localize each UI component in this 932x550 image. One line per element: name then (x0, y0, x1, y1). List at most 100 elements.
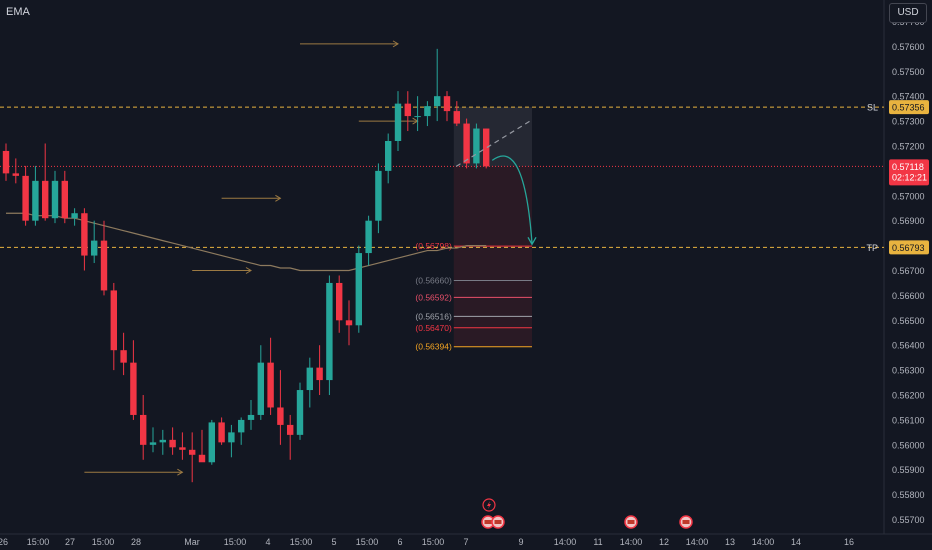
candle-body[interactable] (42, 180, 49, 219)
candle-body[interactable] (140, 414, 147, 445)
candle-body[interactable] (453, 111, 460, 124)
candle-body[interactable] (169, 439, 176, 448)
candle-body[interactable] (12, 173, 19, 176)
time-tick-label: 16 (844, 537, 854, 547)
price-tick-label: 0.56900 (892, 216, 925, 226)
candle-body[interactable] (100, 240, 108, 291)
fib-level-label: (0.56394) (415, 342, 452, 352)
time-tick-label: 27 (65, 537, 75, 547)
candle-body[interactable] (159, 439, 166, 443)
event-flag-glyph (627, 520, 635, 524)
candle-body[interactable] (2, 150, 10, 174)
time-tick-label: 26 (0, 537, 8, 547)
drawn-arrow-head (245, 267, 252, 274)
candle-body[interactable] (355, 253, 362, 326)
tp-price-tag (889, 240, 929, 255)
candle-body[interactable] (394, 103, 402, 141)
fib-level-label: (0.56660) (415, 275, 452, 285)
time-tick-label: 12 (659, 537, 669, 547)
price-tick-label: 0.55700 (892, 515, 925, 525)
time-tick-label: 11 (593, 537, 602, 547)
time-tick-label: 14:00 (620, 537, 643, 547)
currency-button[interactable]: USD (889, 3, 927, 23)
time-tick-label: 15:00 (92, 537, 115, 547)
candle-body[interactable] (336, 282, 343, 321)
price-tick-label: 0.57600 (892, 42, 925, 52)
candle-body[interactable] (189, 449, 196, 455)
candle-body[interactable] (208, 422, 215, 463)
candle-body[interactable] (365, 220, 372, 254)
fib-level-label: (0.56470) (415, 323, 452, 333)
candle-body[interactable] (32, 180, 39, 221)
candle-body[interactable] (228, 432, 235, 443)
candle-body[interactable] (120, 350, 127, 363)
candle-body[interactable] (238, 419, 245, 433)
candle-body[interactable] (483, 128, 490, 167)
candle-body[interactable] (71, 213, 78, 219)
candle-body[interactable] (463, 123, 470, 164)
candle-body[interactable] (424, 106, 431, 117)
price-tick-label: 0.56700 (892, 266, 925, 276)
candle-body[interactable] (277, 407, 284, 425)
candle-body[interactable] (149, 442, 157, 445)
candle-body[interactable] (110, 290, 117, 351)
candle-body[interactable] (198, 454, 206, 463)
time-tick-label: 6 (397, 537, 402, 547)
candle-body[interactable] (51, 180, 59, 219)
sl-price-tag (889, 100, 929, 115)
candle-body[interactable] (22, 175, 29, 221)
current-price-text: 0.57118 (892, 162, 924, 172)
candle-body[interactable] (130, 362, 137, 415)
candle-body[interactable] (91, 240, 98, 256)
candle-body[interactable] (267, 362, 274, 408)
price-tick-label: 0.57000 (892, 191, 925, 201)
event-flag-glyph (484, 520, 492, 524)
candle-body[interactable] (81, 213, 88, 256)
candle-body[interactable] (61, 180, 68, 219)
candle-body[interactable] (306, 367, 313, 391)
price-tick-label: 0.56200 (892, 391, 925, 401)
tp-label: TP (866, 243, 878, 253)
price-tick-label: 0.56300 (892, 366, 925, 376)
candle-body[interactable] (434, 96, 441, 107)
event-flag-glyph (494, 520, 502, 524)
candle-body[interactable] (257, 362, 264, 415)
indicator-label[interactable]: EMA (6, 6, 30, 18)
time-tick-label: 15:00 (290, 537, 313, 547)
target-curve-arrow (491, 155, 533, 244)
time-tick-label: 15:00 (356, 537, 379, 547)
candle-body[interactable] (218, 422, 225, 443)
fib-level-label: (0.56592) (415, 292, 452, 302)
candle-body[interactable] (345, 320, 353, 326)
candle-body[interactable] (247, 414, 255, 420)
candle-body[interactable] (473, 128, 480, 164)
candle-body[interactable] (443, 96, 451, 112)
price-tick-label: 0.57500 (892, 67, 925, 77)
price-tick-label: 0.57400 (892, 92, 925, 102)
time-tick-label: Mar (184, 537, 200, 547)
flash-glyph (487, 501, 491, 509)
price-tick-label: 0.56600 (892, 291, 925, 301)
ema-line (6, 212, 487, 272)
time-tick-label: 14:00 (686, 537, 709, 547)
candle-body[interactable] (385, 140, 392, 171)
candle-body[interactable] (316, 367, 323, 381)
candle-body[interactable] (414, 116, 421, 118)
time-tick-label: 28 (131, 537, 141, 547)
sl-price-tag-text: 0.57356 (892, 103, 925, 113)
candle-body[interactable] (404, 103, 411, 117)
event-flag-glyph (682, 520, 690, 524)
candle-body[interactable] (179, 447, 186, 450)
price-tick-label: 0.55800 (892, 490, 925, 500)
candle-body[interactable] (375, 170, 382, 221)
time-tick-label: 9 (518, 537, 523, 547)
time-tick-label: 4 (265, 537, 270, 547)
price-tick-label: 0.56500 (892, 316, 925, 326)
target-zone (453, 166, 532, 347)
candle-body[interactable] (296, 390, 304, 435)
time-tick-label: 14:00 (554, 537, 577, 547)
candle-body[interactable] (326, 282, 333, 381)
candle-body[interactable] (287, 424, 294, 435)
target-curve-arrow-head (527, 237, 537, 246)
